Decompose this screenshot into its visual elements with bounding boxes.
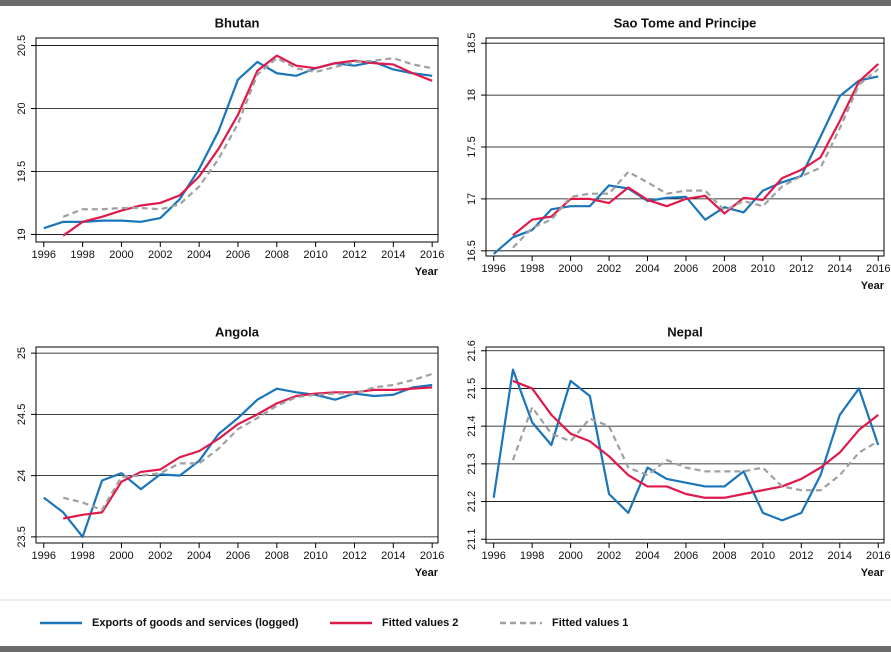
- x-tick-label: 2000: [558, 550, 582, 562]
- x-tick-label: 2004: [635, 263, 659, 275]
- x-tick-label: 2008: [265, 550, 289, 562]
- x-tick-label: 2004: [187, 550, 211, 562]
- y-tick-label: 25: [16, 347, 28, 359]
- y-tick-label: 19: [16, 228, 28, 240]
- y-tick-label: 24.5: [16, 404, 28, 425]
- y-tick-label: 19.5: [16, 161, 28, 182]
- y-tick-label: 21.1: [466, 529, 478, 550]
- x-tick-label: 2010: [303, 550, 327, 562]
- y-tick-label: 18.5: [466, 32, 478, 53]
- x-tick-label: 1996: [32, 249, 56, 261]
- x-tick-label: 2002: [597, 263, 621, 275]
- x-tick-label: 2000: [109, 249, 133, 261]
- legend-label: Fitted values 1: [552, 617, 628, 629]
- y-tick-label: 23.5: [16, 526, 28, 547]
- panel: Bhutan 19 19.5 20 20.5 1996 1998 2000 2002 2004 20…: [16, 15, 445, 277]
- x-tick-label: 2010: [751, 550, 775, 562]
- x-tick-label: 2014: [381, 249, 405, 261]
- series-line: [62, 54, 433, 237]
- x-tick-label: 2008: [265, 249, 289, 261]
- x-tick-label: 1996: [481, 550, 505, 562]
- x-tick-label: 2002: [148, 550, 172, 562]
- y-tick-label: 17: [466, 193, 478, 205]
- legend: Exports of goods and services (logged) Fi…: [40, 617, 628, 629]
- x-tick-label: 2014: [381, 550, 405, 562]
- panel: Sao Tome and Principe 16.5 17 17.5 18 18.5 199…: [466, 15, 891, 291]
- x-tick-label: 2016: [420, 249, 444, 261]
- x-tick-label: 2000: [558, 263, 582, 275]
- x-axis-title: Year: [415, 266, 439, 278]
- series-line: [511, 406, 879, 492]
- panel: Nepal 21.1 21.2 21.3 21.4 21.5 21.6 1996 1998 200…: [466, 324, 891, 578]
- legend-label: Fitted values 2: [382, 617, 458, 629]
- x-tick-label: 2010: [751, 263, 775, 275]
- x-tick-label: 1998: [520, 263, 544, 275]
- series-line: [62, 57, 433, 218]
- plot-frame: [35, 37, 439, 243]
- series-line: [62, 372, 433, 512]
- y-tick-label: 21.2: [466, 491, 478, 512]
- x-tick-label: 1996: [32, 550, 56, 562]
- x-tick-label: 2016: [420, 550, 444, 562]
- x-axis-title: Year: [415, 567, 439, 579]
- plot-frame: [485, 346, 885, 544]
- x-tick-label: 2008: [712, 263, 736, 275]
- panel-title: Angola: [215, 324, 260, 339]
- x-tick-label: 1998: [70, 249, 94, 261]
- y-tick-label: 21.3: [466, 453, 478, 474]
- series-line: [43, 383, 433, 538]
- series-line: [492, 75, 879, 255]
- legend-label: Exports of goods and services (logged): [92, 617, 299, 629]
- x-tick-label: 1996: [481, 263, 505, 275]
- y-tick-label: 24: [16, 470, 28, 482]
- series-line: [512, 68, 879, 249]
- series-line: [492, 368, 880, 522]
- series-line: [512, 63, 879, 237]
- y-tick-label: 21.5: [466, 378, 478, 399]
- y-tick-label: 20: [16, 102, 28, 114]
- x-tick-label: 2006: [674, 263, 698, 275]
- x-tick-label: 2002: [597, 550, 621, 562]
- x-axis-title: Year: [861, 567, 885, 579]
- plot-frame: [485, 37, 885, 257]
- plot-frame: [35, 346, 439, 544]
- x-tick-label: 2010: [303, 249, 327, 261]
- series-line: [512, 379, 879, 499]
- x-tick-label: 2004: [635, 550, 659, 562]
- x-tick-label: 2016: [866, 550, 890, 562]
- x-axis-title: Year: [861, 280, 885, 292]
- x-tick-label: 2006: [226, 249, 250, 261]
- panel-title: Sao Tome and Principe: [614, 15, 757, 30]
- panel: Angola 23.5 24 24.5 25 1996 1998 2000 2002 2004 20…: [16, 324, 445, 578]
- x-tick-label: 2016: [866, 263, 890, 275]
- x-tick-label: 2012: [789, 550, 813, 562]
- x-tick-label: 2000: [109, 550, 133, 562]
- x-tick-label: 2008: [712, 550, 736, 562]
- y-tick-label: 21.6: [466, 340, 478, 361]
- bottom-bar: [0, 646, 891, 652]
- x-tick-label: 2006: [226, 550, 250, 562]
- x-tick-label: 2012: [342, 249, 366, 261]
- x-tick-label: 1998: [520, 550, 544, 562]
- top-bar: [0, 0, 891, 6]
- y-tick-label: 17.5: [466, 136, 478, 157]
- panel-title: Bhutan: [215, 15, 260, 30]
- x-tick-label: 1998: [70, 550, 94, 562]
- series-line: [43, 60, 433, 230]
- x-tick-label: 2014: [828, 550, 852, 562]
- series-line: [62, 386, 433, 520]
- y-tick-label: 16.5: [466, 240, 478, 261]
- x-tick-label: 2002: [148, 249, 172, 261]
- x-tick-label: 2004: [187, 249, 211, 261]
- y-tick-label: 21.4: [466, 415, 478, 436]
- x-tick-label: 2012: [789, 263, 813, 275]
- x-tick-label: 2012: [342, 550, 366, 562]
- x-tick-label: 2014: [828, 263, 852, 275]
- panel-title: Nepal: [667, 324, 702, 339]
- y-tick-label: 18: [466, 89, 478, 101]
- y-tick-label: 20.5: [16, 35, 28, 56]
- x-tick-label: 2006: [674, 550, 698, 562]
